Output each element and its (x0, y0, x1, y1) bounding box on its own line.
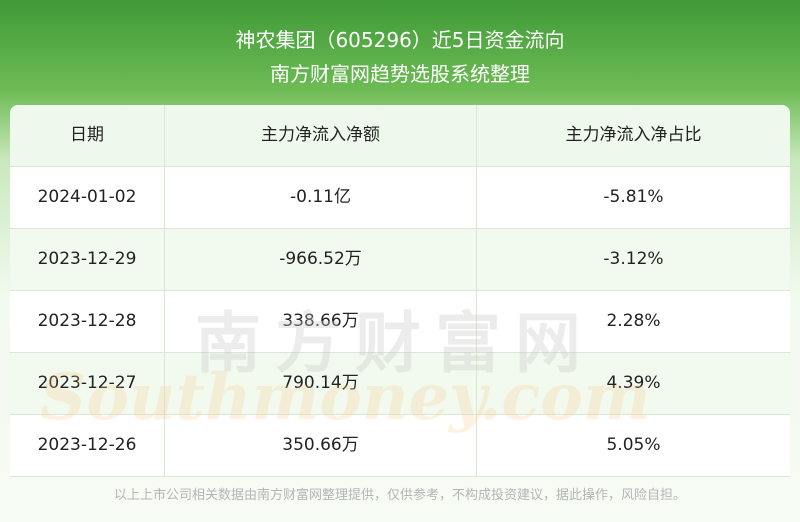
table-row: 2023-12-27 790.14万 4.39% (10, 353, 790, 415)
table-cell: 790.14万 (165, 353, 477, 414)
table-cell: 350.66万 (165, 415, 477, 476)
column-header: 主力净流入净额 (165, 105, 477, 166)
footer-note: 以上上市公司相关数据由南方财富网整理提供，仅供参考，不构成投资建议，据此操作，风… (113, 488, 686, 503)
table-cell: 2023-12-26 (10, 415, 165, 476)
table-cell: -0.11亿 (165, 167, 477, 228)
table-cell: -5.81% (603, 187, 664, 207)
table-row: 2023-12-28 338.66万 2.28% (10, 291, 790, 353)
column-header: 日期 (10, 105, 165, 166)
table-cell: 2023-12-28 (10, 291, 165, 352)
table: 日期 主力净流入净额 主力净流入净占比 2024-01-02 -0.11亿 -5.81% 2… (10, 105, 790, 477)
table-cell: 5.05% (606, 435, 661, 455)
table-row: 2023-12-29 -966.52万 -3.12% (10, 229, 790, 291)
table-cell: 338.66万 (165, 291, 477, 352)
table-row: 2023-12-26 350.66万 5.05% (10, 415, 790, 477)
title: 神农集团（605296）近5日资金流向 (235, 28, 565, 52)
table-cell: -966.52万 (165, 229, 477, 290)
table-cell: 4.39% (606, 373, 661, 393)
column-header: 主力净流入净占比 (565, 125, 702, 145)
table-cell: 2024-01-02 (10, 167, 165, 228)
watermark-cn: 南方财富网 (195, 305, 595, 382)
header-row: 日期 主力净流入净额 主力净流入净占比 (10, 105, 790, 167)
table-cell: 2023-12-27 (10, 353, 165, 414)
subtitle: 南方财富网趋势选股系统整理 (270, 62, 530, 86)
table-cell: -3.12% (603, 249, 664, 269)
table-cell: 2023-12-29 (10, 229, 165, 290)
table-cell: 2.28% (606, 311, 661, 331)
table-row: 2024-01-02 -0.11亿 -5.81% (10, 167, 790, 229)
watermark-en: Southmoney.com (40, 360, 651, 435)
